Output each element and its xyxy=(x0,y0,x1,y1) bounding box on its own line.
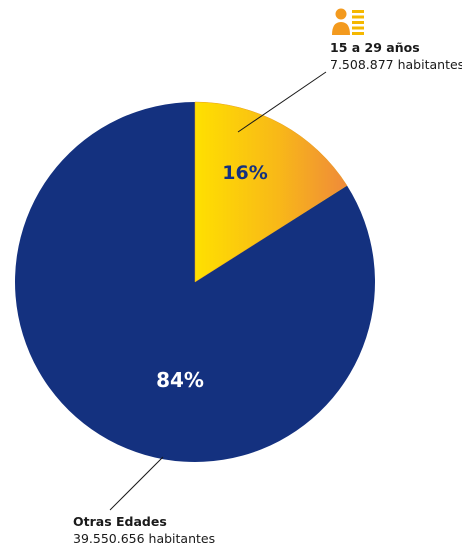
legend-label-otras-edades: Otras Edades 39.550.656 habitantes xyxy=(73,513,215,547)
slice-label-15-a-29: 16% xyxy=(222,162,267,184)
slice-label-otras-edades: 84% xyxy=(156,368,204,392)
leader-line-otras-edades xyxy=(109,456,164,511)
legend-label-15-a-29: 15 a 29 años 7.508.877 habitantes xyxy=(330,39,462,73)
pie-slice-15-a-29 xyxy=(194,101,348,283)
legend-value-otras-edades: 39.550.656 habitantes xyxy=(73,531,216,546)
person-list-icon xyxy=(332,8,364,35)
leader-line-15-a-29 xyxy=(237,71,327,133)
legend-value-15-a-29: 7.508.877 habitantes xyxy=(330,57,462,72)
legend-name-otras-edades: Otras Edades xyxy=(73,514,167,529)
legend-name-15-a-29: 15 a 29 años xyxy=(330,40,420,55)
